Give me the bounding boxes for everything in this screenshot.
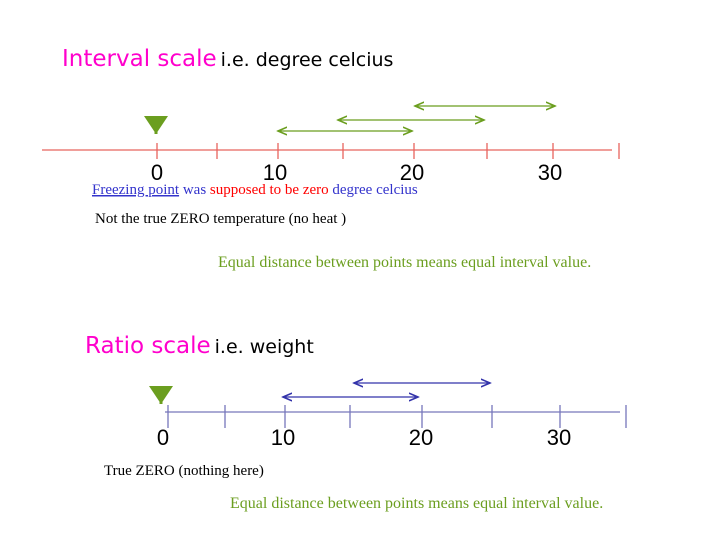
text: Freezing point bbox=[92, 182, 180, 198]
note: True ZERO (nothing here) bbox=[104, 463, 264, 479]
freezing-note: Freezing point was supposed to be zero d… bbox=[92, 182, 418, 198]
text: i.e. weight bbox=[215, 336, 314, 358]
text: i.e. degree celcius bbox=[221, 49, 394, 71]
interval-scale bbox=[42, 143, 620, 159]
axis-label: 30 bbox=[538, 160, 562, 185]
text: supposed to be zero bbox=[210, 182, 329, 198]
axis-label: 20 bbox=[409, 425, 433, 450]
ratio-heading: Ratio scale i.e. weight bbox=[85, 333, 314, 359]
axis-label: 30 bbox=[547, 425, 571, 450]
text: was bbox=[183, 182, 206, 198]
note: Equal distance between points means equa… bbox=[230, 495, 603, 512]
interval-heading: Interval scale i.e. degree celcius bbox=[62, 46, 393, 72]
axis-label: 0 bbox=[157, 425, 169, 450]
text: Ratio scale bbox=[85, 333, 211, 359]
axis-label: 10 bbox=[263, 160, 287, 185]
note: Equal distance between points means equa… bbox=[218, 254, 591, 271]
interval-arrows bbox=[278, 106, 555, 131]
axis-label: 0 bbox=[151, 160, 163, 185]
note: Not the true ZERO temperature (no heat ) bbox=[95, 211, 346, 227]
text: degree celcius bbox=[332, 182, 418, 198]
text: Interval scale bbox=[62, 46, 217, 72]
ratio-arrows bbox=[283, 383, 490, 397]
ratio-scale bbox=[165, 405, 627, 428]
axis-label: 10 bbox=[271, 425, 295, 450]
axis-label: 20 bbox=[400, 160, 424, 185]
